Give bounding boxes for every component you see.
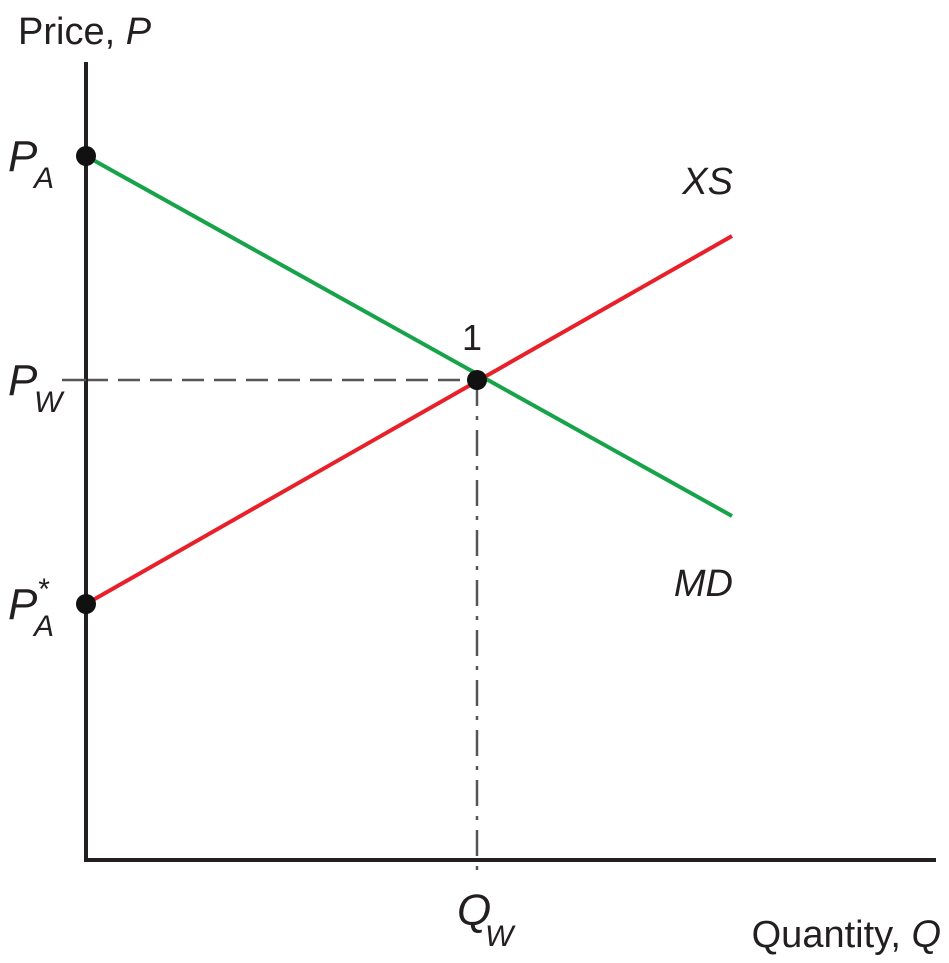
pa-star-tick-label: PA * bbox=[8, 573, 54, 643]
series-layer bbox=[85, 154, 733, 606]
pa-tick-sub: A bbox=[32, 162, 54, 195]
pa-star-tick-sup: * bbox=[37, 573, 50, 606]
pa-tick-label: PA bbox=[8, 132, 54, 195]
qw-tick-label: QW bbox=[457, 886, 516, 953]
qw-tick-main: Q bbox=[457, 886, 491, 935]
pa-star-tick-sub: A bbox=[32, 610, 54, 643]
xs-label: XS bbox=[681, 161, 733, 203]
x-axis-title: Quantity, Q bbox=[752, 914, 941, 956]
md-curve bbox=[85, 154, 733, 518]
xs-curve bbox=[85, 234, 733, 606]
dot-layer bbox=[76, 146, 487, 614]
pw-tick-main: P bbox=[8, 356, 38, 405]
y-axis-title: Price, P bbox=[18, 11, 152, 53]
pw-tick-label: PW bbox=[8, 356, 86, 419]
equilibrium-label: 1 bbox=[462, 317, 482, 358]
pa-star-dot bbox=[76, 594, 96, 614]
pa-tick-main: P bbox=[8, 132, 38, 181]
md-label: MD bbox=[674, 563, 733, 605]
equilibrium-dot bbox=[467, 370, 487, 390]
pa-dot bbox=[76, 146, 96, 166]
x-axis-title-var: Q bbox=[911, 914, 941, 956]
y-axis-title-var: P bbox=[126, 11, 152, 53]
y-axis-title-text: Price, bbox=[18, 11, 126, 53]
x-axis-title-text: Quantity, bbox=[752, 914, 912, 956]
pa-star-tick-main: P bbox=[8, 580, 38, 629]
pw-tick-sub: W bbox=[34, 386, 65, 419]
qw-tick-sub: W bbox=[485, 920, 516, 953]
